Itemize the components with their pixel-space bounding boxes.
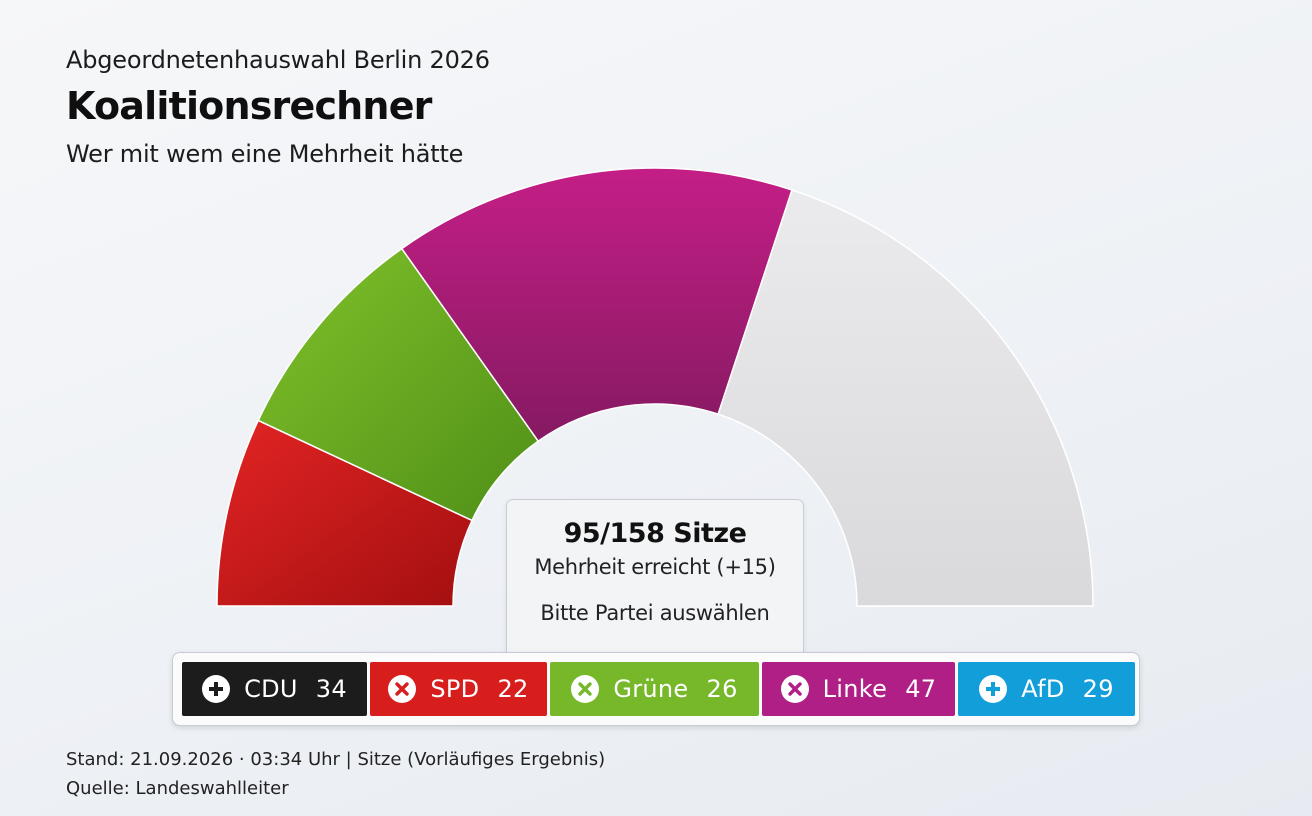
seat-slice-rest	[717, 189, 1094, 607]
party-toggle-bar: CDU 34 SPD 22 Grüne 26 Linke 47 AfD 29	[172, 652, 1140, 726]
plus-icon	[979, 675, 1008, 703]
party-button-cdu[interactable]: CDU 34	[182, 662, 367, 716]
party-name: Linke	[822, 675, 888, 703]
kicker: Abgeordnetenhauswahl Berlin 2026	[66, 46, 490, 74]
party-button-gruene[interactable]: Grüne 26	[550, 662, 759, 716]
majority-status: Mehrheit erreicht (+15)	[534, 555, 776, 579]
seat-slice-linke	[400, 167, 793, 443]
party-seats: 34	[315, 675, 347, 703]
source-note: Quelle: Landeswahlleiter	[66, 778, 289, 799]
header: Abgeordnetenhauswahl Berlin 2026 Koaliti…	[66, 46, 490, 168]
party-button-spd[interactable]: SPD 22	[370, 662, 547, 716]
party-seats: 47	[905, 675, 937, 703]
timestamp-note: Stand: 21.09.2026 · 03:34 Uhr | Sitze (V…	[66, 749, 606, 770]
party-seats: 29	[1082, 675, 1114, 703]
party-name: Grüne	[613, 675, 689, 703]
party-seats: 22	[497, 675, 529, 703]
party-name: SPD	[430, 675, 480, 703]
majority-info-box: 95/158 Sitze Mehrheit erreicht (+15) Bit…	[506, 499, 804, 661]
x-icon	[388, 675, 417, 703]
party-name: CDU	[244, 675, 298, 703]
seat-count: 95/158 Sitze	[563, 518, 747, 549]
page-title: Koalitionsrechner	[66, 84, 432, 128]
plus-icon	[202, 675, 231, 703]
footer: Stand: 21.09.2026 · 03:34 Uhr | Sitze (V…	[66, 745, 605, 803]
party-button-linke[interactable]: Linke 47	[762, 662, 955, 716]
party-seats: 26	[706, 675, 738, 703]
select-party-hint: Bitte Partei auswählen	[540, 601, 770, 625]
x-icon	[571, 675, 600, 703]
x-icon	[780, 675, 809, 703]
party-button-afd[interactable]: AfD 29	[958, 662, 1135, 716]
party-name: AfD	[1021, 675, 1065, 703]
subtitle: Wer mit wem eine Mehrheit hätte	[66, 140, 464, 168]
